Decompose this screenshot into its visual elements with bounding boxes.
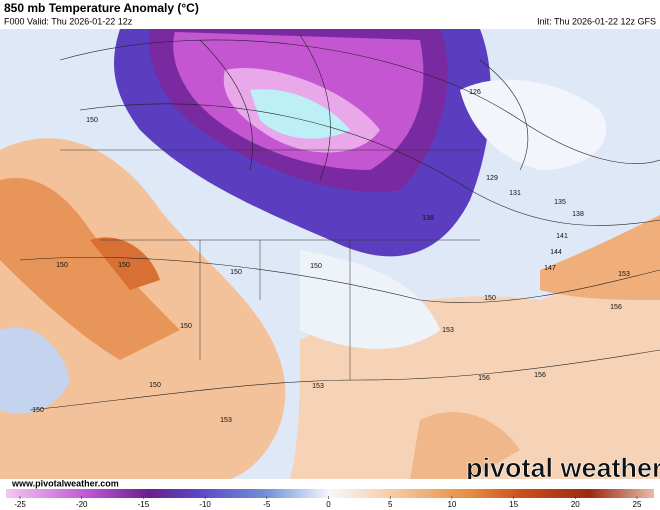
header-band bbox=[0, 0, 660, 29]
valid-time: F000 Valid: Thu 2026-01-22 12z bbox=[4, 16, 133, 26]
contour-label: 150 bbox=[484, 295, 496, 302]
colorbar-tick-label: -5 bbox=[263, 500, 271, 509]
contour-label: 150 bbox=[32, 407, 44, 414]
contour-label: 129 bbox=[486, 175, 498, 182]
contour-label: 150 bbox=[56, 262, 68, 269]
contour-label: 138 bbox=[422, 215, 434, 222]
colorbar-tick-label: -15 bbox=[138, 500, 150, 509]
colorbar-tick-label: 15 bbox=[509, 500, 518, 509]
contour-label: 150 bbox=[149, 382, 161, 389]
contour-label: 150 bbox=[310, 263, 322, 270]
contour-label: 138 bbox=[572, 211, 584, 218]
contour-label: 150 bbox=[118, 262, 130, 269]
contour-label: 153 bbox=[312, 383, 324, 390]
title: 850 mb Temperature Anomaly (°C) bbox=[4, 1, 199, 15]
contour-label: 135 bbox=[554, 199, 566, 206]
contour-label: 131 bbox=[509, 190, 521, 197]
init-time: Init: Thu 2026-01-22 12z GFS bbox=[537, 16, 656, 26]
contour-label: 153 bbox=[442, 327, 454, 334]
contour-label: 144 bbox=[550, 249, 562, 256]
colorbar-tick-label: 25 bbox=[633, 500, 642, 509]
map bbox=[0, 29, 660, 480]
contour-label: 150 bbox=[230, 269, 242, 276]
contour-label: 153 bbox=[618, 271, 630, 278]
website: www.pivotalweather.com bbox=[11, 478, 119, 488]
colorbar-tick-label: -10 bbox=[199, 500, 211, 509]
contour-label: 156 bbox=[610, 304, 622, 311]
contour-label: 147 bbox=[544, 265, 556, 272]
contour-label: 141 bbox=[556, 233, 568, 240]
colorbar-tick-label: 10 bbox=[447, 500, 456, 509]
colorbar-tick-label: 5 bbox=[388, 500, 393, 509]
contour-label: 156 bbox=[534, 372, 546, 379]
contour-label: 150 bbox=[86, 117, 98, 124]
colorbar-tick-label: -20 bbox=[76, 500, 88, 509]
contour-label: 156 bbox=[478, 375, 490, 382]
colorbar-tick-label: 0 bbox=[326, 500, 331, 509]
colorbar-tick-label: 20 bbox=[571, 500, 580, 509]
colorbar bbox=[6, 489, 654, 498]
watermark: pivotal weather bbox=[466, 453, 660, 483]
contour-label: 153 bbox=[220, 417, 232, 424]
colorbar-tick-label: -25 bbox=[14, 500, 26, 509]
contour-label: 150 bbox=[180, 323, 192, 330]
contour-label: 126 bbox=[469, 89, 481, 96]
